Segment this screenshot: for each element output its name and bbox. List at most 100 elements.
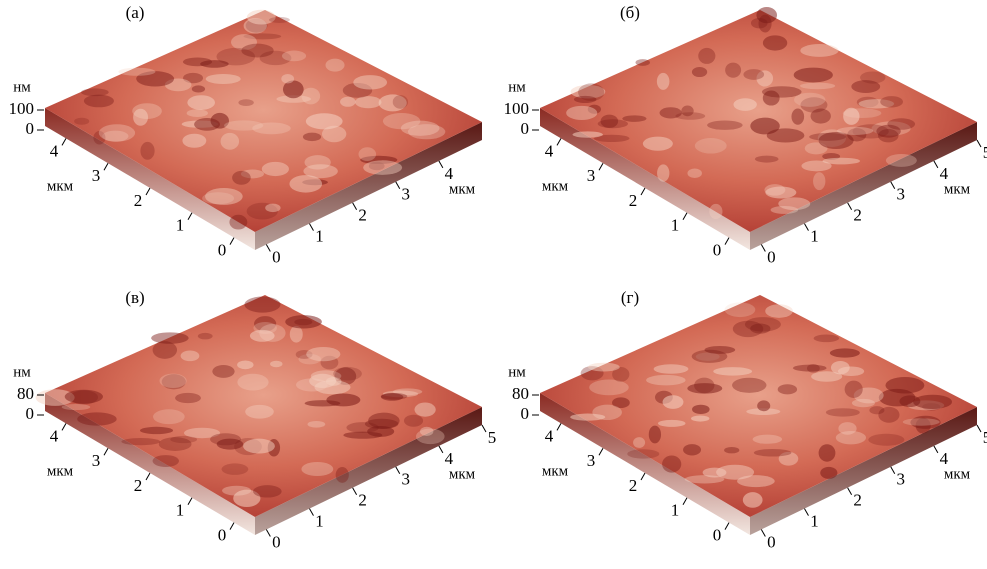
surface-texture <box>205 73 241 84</box>
right-tick <box>890 181 896 190</box>
surface-texture <box>355 96 382 109</box>
surface-texture <box>224 120 264 131</box>
surface-texture <box>254 316 277 332</box>
left-tick-label: 3 <box>587 166 596 185</box>
surface-texture <box>202 192 235 205</box>
surface-texture <box>139 426 174 435</box>
surface-texture <box>646 374 686 386</box>
right-wall <box>255 122 482 250</box>
surface-texture <box>871 121 911 136</box>
surface-texture <box>245 404 274 419</box>
surface-texture <box>791 108 805 125</box>
surface-texture <box>81 88 109 97</box>
surface-texture <box>334 367 357 385</box>
surface-texture <box>140 141 155 160</box>
right-tick <box>265 529 271 537</box>
right-tick-label: 3 <box>401 470 410 489</box>
surface-texture <box>197 332 213 340</box>
left-tick-label: 0 <box>713 241 722 260</box>
surface-texture <box>899 395 921 408</box>
surface-texture <box>265 203 281 213</box>
left-unit: мкм <box>47 463 74 479</box>
surface-texture <box>368 161 385 171</box>
left-tick <box>145 187 151 196</box>
panel-label: (а) <box>126 3 145 22</box>
surface-texture <box>878 406 900 423</box>
surface-texture <box>93 131 106 145</box>
left-tick <box>229 237 235 245</box>
surface-texture <box>325 377 342 386</box>
surface-texture <box>724 446 740 454</box>
surface-texture <box>570 413 606 421</box>
surface-texture <box>733 98 757 111</box>
surface-texture <box>191 85 206 93</box>
surface-texture <box>742 492 763 508</box>
surface-texture <box>612 397 630 409</box>
left-tick <box>145 472 151 481</box>
right-tick <box>309 508 314 516</box>
surface-texture <box>358 147 377 162</box>
surface-texture <box>837 366 865 377</box>
right-tick-label: 4 <box>445 449 454 468</box>
surface-texture <box>281 50 307 62</box>
surface-texture <box>752 434 783 444</box>
surface-texture <box>820 466 838 479</box>
surface-texture <box>838 422 857 435</box>
left-tick-label: 4 <box>50 426 59 445</box>
surface-texture <box>249 329 275 342</box>
surface-texture <box>724 302 756 318</box>
surface-texture <box>259 50 292 66</box>
surface-texture <box>281 73 295 84</box>
surface <box>45 10 482 232</box>
surface-texture <box>756 70 774 87</box>
right-tick-label: 3 <box>401 185 410 204</box>
surface-texture <box>800 97 828 113</box>
surface-texture <box>913 394 953 410</box>
right-tick <box>804 508 809 516</box>
surface-texture <box>593 134 630 143</box>
surface-texture <box>725 62 742 78</box>
left-unit: мкм <box>542 178 569 194</box>
surface-texture <box>801 160 832 172</box>
left-tick-label: 4 <box>545 141 554 160</box>
right-tick <box>933 445 939 454</box>
surface-texture <box>364 418 399 430</box>
right-unit: мкм <box>944 466 971 482</box>
surface-texture <box>732 320 764 338</box>
surface-texture <box>587 362 620 372</box>
left-tick <box>103 447 109 456</box>
surface-texture <box>407 124 446 140</box>
right-tick-label: 1 <box>315 512 324 531</box>
surface-texture <box>161 374 186 390</box>
surface-texture <box>792 364 827 372</box>
left-wall <box>540 393 750 535</box>
right-tick <box>395 466 401 475</box>
surface-texture <box>659 107 682 119</box>
surface-texture <box>860 71 886 84</box>
surface-texture <box>77 412 117 426</box>
right-tick-label: 4 <box>445 164 454 183</box>
surface-texture <box>766 128 805 143</box>
surface-texture <box>713 367 753 376</box>
surface-texture <box>869 406 885 415</box>
left-tick <box>187 212 193 221</box>
left-tick-label: 0 <box>218 241 227 260</box>
surface-texture <box>180 350 200 362</box>
surface-texture <box>843 107 860 125</box>
right-tick <box>976 424 982 433</box>
surface-texture <box>818 132 854 149</box>
surface-texture <box>633 437 646 448</box>
surface-texture <box>35 389 75 406</box>
surface-texture <box>851 398 875 408</box>
surface-texture <box>737 475 775 488</box>
surface-texture <box>762 35 788 51</box>
right-unit: мкм <box>449 466 476 482</box>
surface-texture <box>572 131 603 138</box>
right-tick-label: 2 <box>358 491 367 510</box>
surface-texture <box>220 132 240 150</box>
surface-texture <box>159 373 187 389</box>
surface-texture <box>573 95 597 103</box>
surface-texture <box>743 69 765 80</box>
